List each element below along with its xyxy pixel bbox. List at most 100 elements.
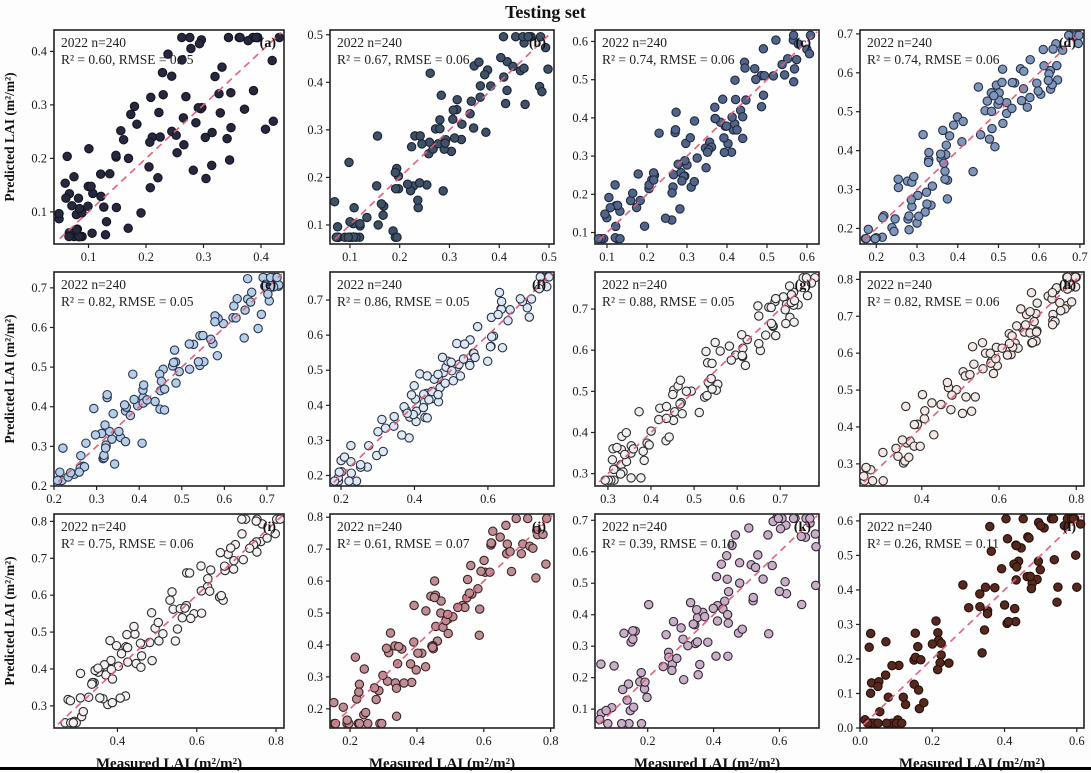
y-tick-label: 0.7 xyxy=(307,542,323,556)
y-tick-label: 0.5 xyxy=(307,606,323,620)
y-tick-label: 0.2 xyxy=(572,187,588,201)
x-tick-label: 0.5 xyxy=(686,492,702,506)
r2-rmse-annotation: R² = 0.74, RMSE = 0.06 xyxy=(867,52,1000,67)
sample-size-annotation: 2022 n=240 xyxy=(61,277,126,292)
x-tick-label: 0.4 xyxy=(409,734,425,748)
scatter-points xyxy=(329,31,553,243)
y-tick-label: 0.1 xyxy=(307,218,323,232)
sample-size-annotation: 2022 n=240 xyxy=(602,519,667,534)
y-tick-label: 0.6 xyxy=(307,574,323,588)
x-tick-label: 0.6 xyxy=(1031,250,1047,264)
x-tick-label: 0.0 xyxy=(852,734,868,748)
y-tick-label: 0.8 xyxy=(31,514,47,528)
x-tick-label: 0.8 xyxy=(543,734,559,748)
r2-rmse-annotation: R² = 0.75, RMSE = 0.06 xyxy=(61,536,194,551)
one-to-one-line xyxy=(59,32,282,240)
scatter-points xyxy=(594,513,821,729)
sample-size-annotation: 2022 n=240 xyxy=(602,35,667,50)
y-tick-label: 0.3 xyxy=(307,670,323,684)
y-tick-label: 0.3 xyxy=(31,439,47,453)
y-tick-label: 0.6 xyxy=(307,328,323,342)
one-to-one-line xyxy=(334,31,553,240)
r2-rmse-annotation: R² = 0.26, RMSE = 0.11 xyxy=(867,536,999,551)
x-tick-label: 0.6 xyxy=(189,734,205,748)
y-tick-label: 0.2 xyxy=(31,479,47,493)
y-tick-label: 0.1 xyxy=(572,702,588,716)
y-tick-label: 0.7 xyxy=(572,513,588,527)
sample-size-annotation: 2022 n=240 xyxy=(61,519,126,534)
y-tick-label: 0.6 xyxy=(572,545,588,559)
scatter-points xyxy=(858,272,1081,486)
scatter-points xyxy=(329,513,552,729)
scatter-panel-k: 0.2 0.4 0.6 0.1 0.2 0.3 0.4 0.5 0.6 0.7 2022 n=240… xyxy=(572,513,821,772)
y-tick-label: 0.0 xyxy=(837,721,853,735)
x-tick-label: 0.2 xyxy=(639,250,655,264)
scatter-points xyxy=(600,273,820,485)
scatter-panel-h: 0.4 0.6 0.8 0.3 0.4 0.5 0.6 0.7 0.8 2022 n=240 R² … xyxy=(837,271,1085,506)
scatter-panel-e: 0.2 0.3 0.4 0.5 0.6 0.7 0.2 0.3 0.4 0.5 0.6 0.7 2022… xyxy=(2,271,285,506)
sample-size-annotation: 2022 n=240 xyxy=(867,519,932,534)
x-tick-label: 0.2 xyxy=(342,734,358,748)
y-tick-label: 0.7 xyxy=(31,281,47,295)
x-tick-label: 0.3 xyxy=(89,492,105,506)
panel-letter: (k) xyxy=(794,520,811,535)
y-tick-label: 0.4 xyxy=(307,75,323,89)
y-tick-label: 0.7 xyxy=(307,293,323,307)
y-tick-label: 0.4 xyxy=(837,420,853,434)
y-axis-title: Predicted LAI (m²/m²) xyxy=(2,72,17,201)
one-to-one-line xyxy=(57,515,283,725)
panel-letter: (d) xyxy=(1059,36,1076,51)
panel-letter: (g) xyxy=(795,278,812,293)
x-tick-label: 0.2 xyxy=(138,250,154,264)
x-tick-label: 0.3 xyxy=(600,492,616,506)
scatter-panel-a: 0.1 0.2 0.3 0.4 0.1 0.2 0.3 0.4 2022 n=240 R² = 0… xyxy=(2,29,285,264)
r2-rmse-annotation: R² = 0.67, RMSE = 0.06 xyxy=(337,52,470,67)
r2-rmse-annotation: R² = 0.39, RMSE = 0.10 xyxy=(602,536,735,551)
x-tick-label: 0.3 xyxy=(196,250,212,264)
y-axis-title: Predicted LAI (m²/m²) xyxy=(2,556,17,685)
x-tick-label: 0.7 xyxy=(259,492,275,506)
y-tick-label: 0.2 xyxy=(837,221,853,235)
y-tick-label: 0.3 xyxy=(837,457,853,471)
y-tick-label: 0.4 xyxy=(307,638,323,652)
scatter-panel-j: 0.2 0.4 0.6 0.8 0.2 0.3 0.4 0.5 0.6 0.7 0.8 2022 n=… xyxy=(307,510,559,772)
y-tick-label: 0.4 xyxy=(837,583,853,597)
scatter-panel-c: 0.1 0.2 0.3 0.4 0.5 0.6 0.1 0.2 0.3 0.4 0.5 0.6 2022… xyxy=(572,29,820,264)
y-tick-label: 0.2 xyxy=(307,702,323,716)
scatter-points xyxy=(860,30,1084,244)
scatter-points xyxy=(593,30,816,244)
r2-rmse-annotation: R² = 0.82, RMSE = 0.05 xyxy=(61,294,194,309)
x-tick-label: 0.6 xyxy=(729,492,745,506)
x-tick-label: 0.4 xyxy=(131,492,147,506)
scatter-points xyxy=(54,32,285,242)
one-to-one-line xyxy=(332,514,553,726)
y-tick-label: 0.4 xyxy=(31,44,47,58)
sample-size-annotation: 2022 n=240 xyxy=(602,277,667,292)
y-tick-label: 0.6 xyxy=(31,588,47,602)
one-to-one-line xyxy=(863,515,1083,726)
sample-size-annotation: 2022 n=240 xyxy=(337,277,402,292)
r2-rmse-annotation: R² = 0.61, RMSE = 0.07 xyxy=(337,536,470,551)
y-tick-label: 0.8 xyxy=(307,510,323,524)
y-tick-label: 0.7 xyxy=(837,27,853,41)
y-tick-label: 0.4 xyxy=(572,111,588,125)
sample-size-annotation: 2022 n=240 xyxy=(61,35,126,50)
y-tick-label: 0.3 xyxy=(837,617,853,631)
y-tick-label: 0.5 xyxy=(837,548,853,562)
x-tick-label: 0.6 xyxy=(991,492,1007,506)
figure-title: Testing set xyxy=(505,2,586,22)
y-tick-label: 0.7 xyxy=(572,302,588,316)
y-tick-label: 0.2 xyxy=(307,468,323,482)
y-tick-label: 0.2 xyxy=(572,671,588,685)
panel-letter: (h) xyxy=(1059,278,1076,293)
sample-size-annotation: 2022 n=240 xyxy=(867,277,932,292)
y-tick-label: 0.3 xyxy=(307,123,323,137)
y-tick-label: 0.5 xyxy=(307,28,323,42)
x-tick-label: 0.5 xyxy=(991,250,1007,264)
y-tick-label: 0.1 xyxy=(572,226,588,240)
x-tick-label: 0.5 xyxy=(759,250,775,264)
one-to-one-line xyxy=(333,273,553,484)
y-tick-label: 0.5 xyxy=(837,105,853,119)
x-tick-label: 0.8 xyxy=(1068,492,1084,506)
